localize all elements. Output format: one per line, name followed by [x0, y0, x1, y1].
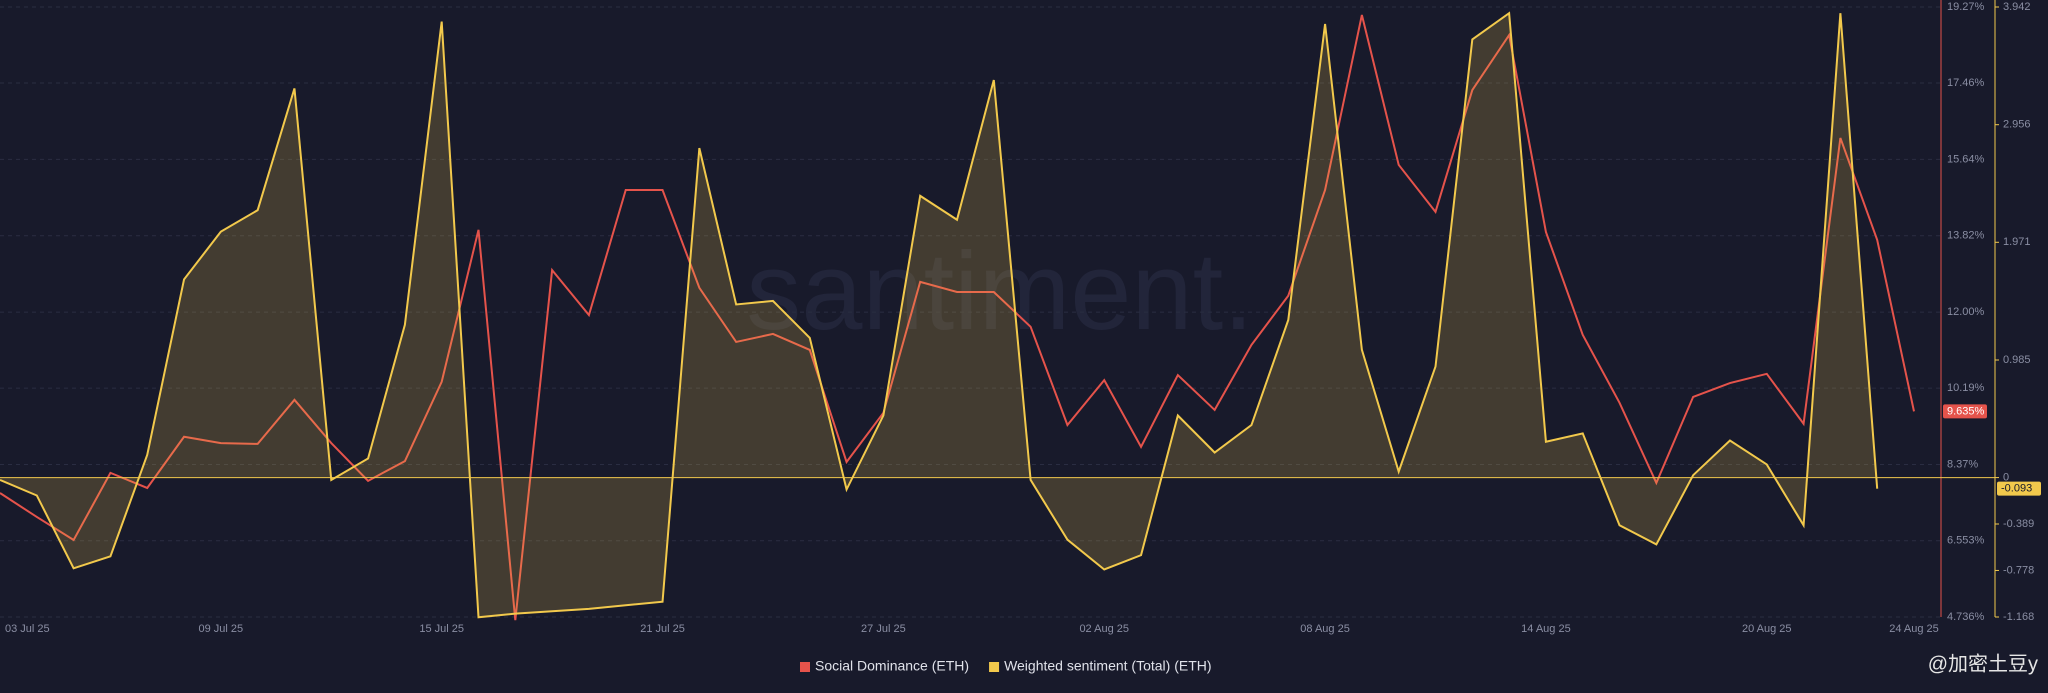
last-value-label: -0.093 — [2001, 483, 2032, 495]
x-tick-label: 27 Jul 25 — [861, 623, 906, 635]
y-tick-label: 15.64% — [1947, 153, 1985, 165]
y2-tick-label: -1.168 — [2003, 611, 2034, 623]
y2-tick-label: -0.778 — [2003, 564, 2034, 576]
last-value-label: 9.635% — [1947, 405, 1985, 417]
y-tick-label: 6.553% — [1947, 535, 1985, 547]
y-tick-label: 13.82% — [1947, 230, 1985, 242]
y2-tick-label: -0.389 — [2003, 518, 2034, 530]
y-tick-label: 17.46% — [1947, 77, 1985, 89]
x-tick-label: 03 Jul 25 — [5, 623, 50, 635]
series-line — [0, 11, 1879, 619]
source-label: @加密土豆y — [1928, 652, 2038, 675]
legend-label: Social Dominance (ETH) — [815, 658, 969, 674]
x-tick-label: 08 Aug 25 — [1300, 623, 1350, 635]
series-area — [0, 13, 1878, 618]
y-tick-label: 10.19% — [1947, 382, 1985, 394]
last-value-badge — [1943, 404, 1987, 419]
y-tick-label: 12.00% — [1947, 306, 1985, 318]
legend-swatch — [989, 662, 1000, 672]
y2-tick-label: 0.985 — [2003, 354, 2031, 366]
watermark: santiment. — [746, 230, 1253, 353]
y2-tick-label: 2.956 — [2003, 119, 2031, 131]
x-tick-label: 02 Aug 25 — [1079, 623, 1129, 635]
legend-label: Weighted sentiment (Total) (ETH) — [1004, 658, 1211, 674]
x-tick-label: 21 Jul 25 — [640, 623, 685, 635]
series-line — [0, 14, 1915, 621]
x-tick-label: 20 Aug 25 — [1742, 623, 1792, 635]
legend: Social Dominance (ETH) Weighted sentiment… — [800, 658, 1212, 674]
y-tick-label: 19.27% — [1947, 1, 1985, 13]
x-tick-label: 15 Jul 25 — [419, 623, 464, 635]
y-tick-label: 8.37% — [1947, 458, 1978, 470]
x-tick-label: 14 Aug 25 — [1521, 623, 1571, 635]
y-tick-label: 4.736% — [1947, 611, 1985, 623]
legend-swatch — [800, 662, 810, 672]
x-tick-label: 24 Aug 25 — [1889, 623, 1939, 635]
x-tick-label: 09 Jul 25 — [199, 623, 244, 635]
last-value-badge — [1997, 481, 2041, 496]
y2-tick-label: 1.971 — [2003, 236, 2031, 248]
y2-tick-label: 0 — [2003, 471, 2009, 483]
y2-tick-label: 3.942 — [2003, 1, 2031, 13]
